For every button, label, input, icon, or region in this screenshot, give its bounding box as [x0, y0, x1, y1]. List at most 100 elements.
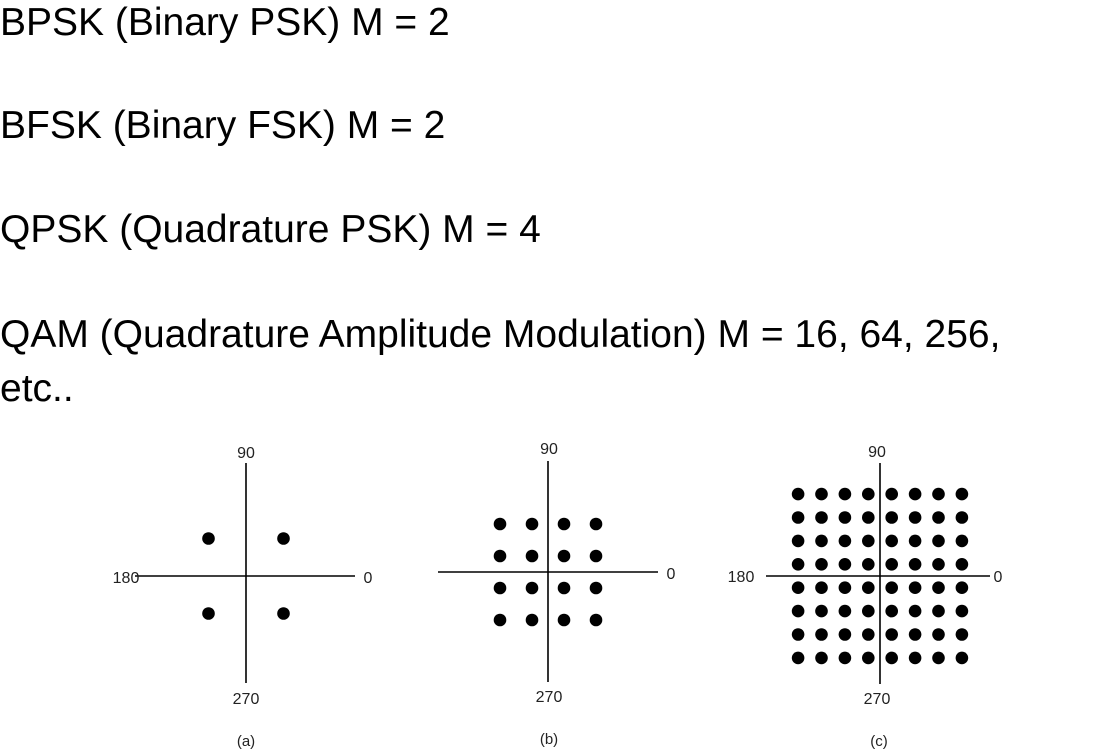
constellation-point	[955, 487, 969, 501]
label-90: 90	[540, 441, 558, 458]
constellation-point	[838, 581, 852, 594]
label-180: 180	[728, 569, 755, 586]
constellation-point	[955, 558, 969, 571]
constellation-point	[862, 628, 875, 641]
constellation-point	[838, 511, 852, 524]
constellation-point	[885, 487, 898, 501]
label-180: 180	[113, 570, 140, 587]
constellation-point	[908, 581, 922, 594]
constellation-a: 90 180 0 270 (a)	[113, 445, 373, 750]
constellation-point	[955, 651, 969, 665]
constellation-point	[932, 558, 945, 571]
diagram-caption: (c)	[870, 733, 888, 750]
constellation-point	[908, 487, 922, 501]
constellation-point	[955, 628, 969, 641]
constellation-point	[838, 534, 852, 548]
label-0: 0	[994, 569, 1003, 586]
constellation-point	[791, 534, 805, 548]
constellation-point	[791, 511, 805, 524]
constellation-point	[955, 604, 969, 618]
constellation-point	[815, 581, 828, 594]
constellation-point	[557, 613, 571, 627]
constellation-point	[589, 517, 603, 531]
constellation-point	[932, 651, 945, 665]
constellation-point	[885, 534, 898, 548]
constellation-point	[815, 628, 828, 641]
constellation-point	[885, 628, 898, 641]
constellation-point	[885, 511, 898, 524]
constellation-point	[791, 628, 805, 641]
constellation-point	[932, 487, 945, 501]
text-line-etc: etc..	[0, 367, 74, 410]
constellation-point	[908, 651, 922, 665]
constellation-point	[493, 549, 507, 563]
constellation-point	[862, 534, 875, 548]
constellation-point	[885, 651, 898, 665]
label-90: 90	[237, 445, 255, 462]
constellation-point	[815, 651, 828, 665]
constellation-point	[525, 549, 539, 563]
constellation-point	[908, 534, 922, 548]
constellation-point	[791, 558, 805, 571]
constellation-point	[557, 581, 571, 595]
text-line-bpsk: BPSK (Binary PSK) M = 2	[0, 1, 450, 44]
constellation-point	[885, 558, 898, 571]
constellation-point	[838, 487, 852, 501]
constellation-point	[862, 651, 875, 665]
constellation-point	[525, 581, 539, 595]
constellation-point	[955, 511, 969, 524]
constellation-point	[791, 581, 805, 594]
constellation-point	[493, 581, 507, 595]
constellation-point	[791, 487, 805, 501]
constellation-point	[277, 532, 290, 545]
constellation-point	[932, 581, 945, 594]
constellation-point	[908, 604, 922, 618]
constellation-point	[908, 628, 922, 641]
diagram-caption: (a)	[237, 733, 255, 750]
text-line-qam: QAM (Quadrature Amplitude Modulation) M …	[0, 313, 1001, 356]
constellation-point	[815, 534, 828, 548]
constellation-point	[493, 613, 507, 627]
constellation-point	[862, 511, 875, 524]
constellation-point	[815, 511, 828, 524]
constellation-point	[202, 532, 215, 545]
constellation-point	[815, 558, 828, 571]
label-0: 0	[667, 566, 676, 583]
constellation-point	[862, 487, 875, 501]
constellation-point	[838, 604, 852, 618]
constellation-point	[955, 581, 969, 594]
constellation-point	[277, 607, 290, 620]
constellation-point	[862, 604, 875, 618]
constellation-point	[815, 487, 828, 501]
label-270: 270	[233, 691, 260, 708]
constellation-point	[557, 517, 571, 531]
constellation-point	[932, 604, 945, 618]
constellation-b: 90 0 270 (b)	[438, 441, 676, 748]
constellation-point	[932, 534, 945, 548]
constellation-point	[202, 607, 215, 620]
constellation-point	[932, 511, 945, 524]
constellation-point	[589, 549, 603, 563]
constellation-point	[493, 517, 507, 531]
constellation-point	[838, 558, 852, 571]
label-270: 270	[536, 689, 563, 706]
text-line-qpsk: QPSK (Quadrature PSK) M = 4	[0, 208, 541, 251]
constellation-point	[885, 604, 898, 618]
constellation-point	[862, 558, 875, 571]
constellation-point	[589, 581, 603, 595]
constellation-point	[838, 628, 852, 641]
constellation-point	[525, 613, 539, 627]
constellation-point	[557, 549, 571, 563]
constellation-point	[791, 651, 805, 665]
diagram-caption: (b)	[540, 731, 558, 748]
label-90: 90	[868, 444, 886, 461]
constellation-c: 90 180 0 270 (c)	[728, 444, 1003, 750]
constellation-point	[908, 511, 922, 524]
constellation-point	[885, 581, 898, 594]
constellation-point	[862, 581, 875, 594]
label-0: 0	[364, 570, 373, 587]
constellation-point	[932, 628, 945, 641]
text-line-bfsk: BFSK (Binary FSK) M = 2	[0, 104, 446, 147]
label-270: 270	[864, 691, 891, 708]
constellation-point	[791, 604, 805, 618]
